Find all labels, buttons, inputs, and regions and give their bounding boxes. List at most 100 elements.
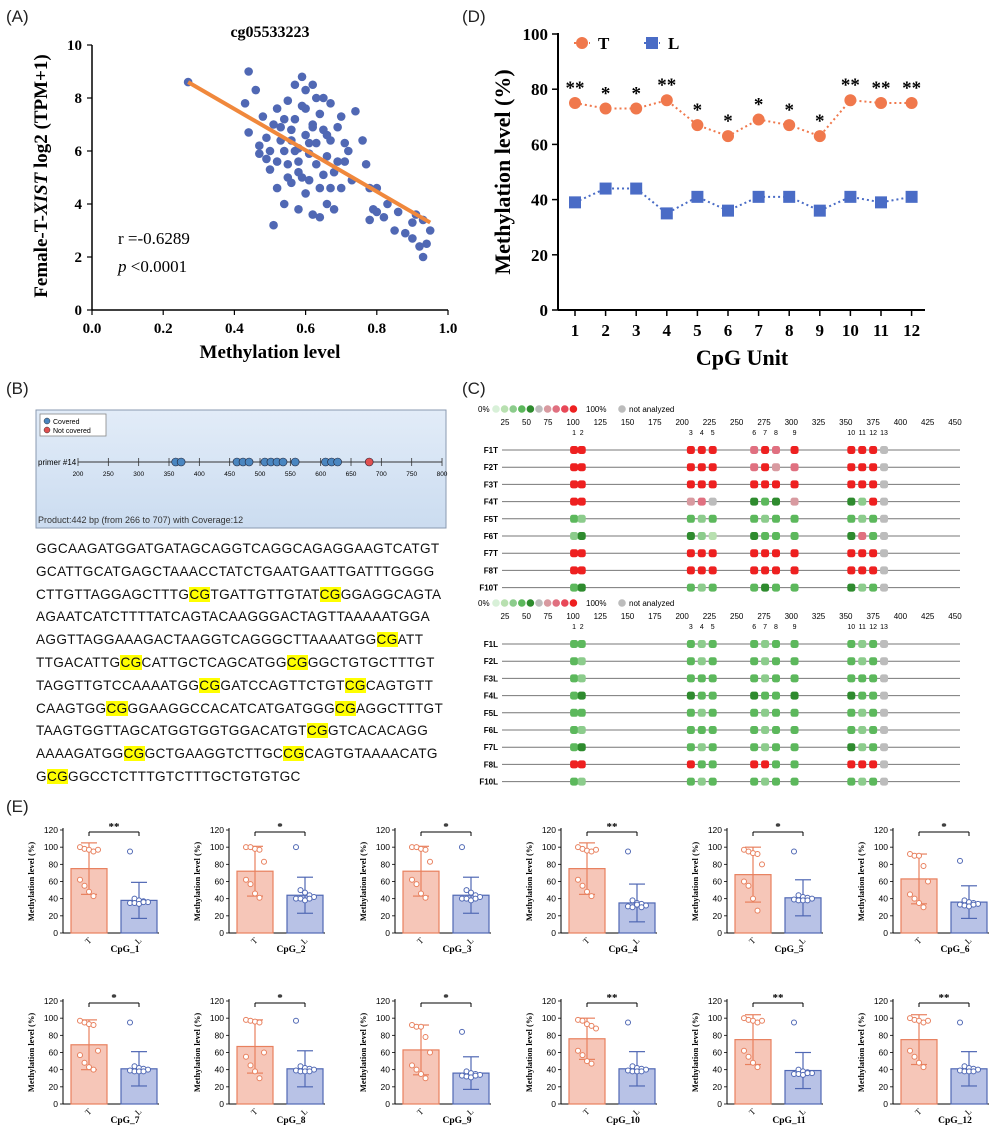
data-point bbox=[262, 133, 271, 143]
methylation-cell bbox=[858, 726, 867, 734]
data-point bbox=[638, 904, 645, 911]
sequence-segment: GGCTGTGCTTTGT bbox=[307, 654, 435, 670]
methylation-cell bbox=[847, 514, 856, 523]
legend-end-label: 100% bbox=[586, 405, 606, 414]
data-point bbox=[916, 852, 922, 859]
sample-label: F10T bbox=[479, 584, 498, 593]
sample-label: F4T bbox=[484, 498, 498, 507]
subplot-label: CpG_3 bbox=[442, 945, 471, 955]
data-point bbox=[425, 226, 435, 235]
data-point bbox=[920, 904, 927, 911]
y-tick-label: 60 bbox=[49, 877, 59, 887]
y-tick-label: 120 bbox=[376, 825, 390, 835]
legend-marker bbox=[646, 37, 658, 49]
tick-label: 750 bbox=[406, 471, 417, 478]
methylation-cell bbox=[570, 463, 579, 472]
data-point bbox=[269, 220, 278, 230]
methylation-cell bbox=[570, 743, 579, 752]
methylation-cell bbox=[686, 760, 695, 769]
y-tick-label: 0 bbox=[53, 928, 58, 938]
methylation-cell bbox=[790, 583, 799, 592]
sequence-line: GCGGGCCTCTTTGTCTTTGCTGTGTGC bbox=[36, 766, 476, 789]
data-point bbox=[752, 113, 765, 126]
sequence-segment: AGGTTAGGAAAGACTAAGGTCAGGGCTTAAAATGG bbox=[36, 632, 377, 648]
data-point bbox=[638, 1068, 645, 1075]
dna-sequence: GGCAAGATGGATGATAGCAGGTCAGGCAGAGGAAGTCATG… bbox=[36, 538, 476, 789]
tick-label: 300 bbox=[133, 471, 144, 478]
methylation-cell bbox=[772, 463, 781, 472]
methylation-cell bbox=[708, 657, 717, 666]
y-tick-label: 100 bbox=[542, 1013, 556, 1023]
methylation-cell bbox=[761, 480, 770, 489]
methylation-cell bbox=[761, 583, 770, 592]
data-point bbox=[301, 85, 310, 95]
methylation-cell bbox=[697, 497, 706, 506]
position-tick-label: 400 bbox=[894, 418, 908, 427]
methylation-cell bbox=[772, 514, 781, 523]
data-point bbox=[844, 94, 857, 107]
x-tick-label: T bbox=[747, 935, 758, 946]
legend-swatch bbox=[492, 405, 500, 413]
data-point bbox=[252, 1068, 258, 1075]
methylation-cell bbox=[570, 583, 579, 592]
data-point bbox=[311, 159, 321, 169]
methylation-cell bbox=[858, 760, 867, 769]
methylation-cell bbox=[686, 497, 695, 506]
y-tick-label: 80 bbox=[49, 1030, 59, 1040]
y-axis-label-prefix: Female-T- bbox=[31, 215, 52, 298]
methylation-cell bbox=[790, 674, 799, 683]
sequence-segment: AGAATCATCTTTTATCAGTACAAGGGACTAGTTAAAAATG… bbox=[36, 609, 431, 625]
tick-label: 450 bbox=[224, 471, 235, 478]
y-axis-label: Methylation level (%) bbox=[26, 1013, 36, 1092]
methylation-cell bbox=[869, 566, 878, 575]
methylation-cell bbox=[570, 726, 579, 734]
panel-label-d: (D) bbox=[462, 7, 486, 26]
y-tick-label: 40 bbox=[215, 1065, 225, 1075]
legend-swatch bbox=[535, 599, 543, 607]
panel-label-b: (B) bbox=[6, 379, 29, 398]
methylation-cell bbox=[761, 640, 770, 648]
methylation-cell bbox=[847, 743, 856, 752]
significance-label: ** bbox=[109, 821, 121, 833]
sequence-segment: GGCAAGATGGATGATAGCAGGTCAGGCAGAGGAAGTCATG… bbox=[36, 541, 440, 556]
tick-label: 550 bbox=[285, 471, 296, 478]
y-tick-label: 120 bbox=[210, 825, 224, 835]
panel-label-a: (A) bbox=[6, 7, 29, 26]
x-tick-label: L bbox=[465, 935, 476, 946]
data-point bbox=[750, 895, 756, 902]
y-tick-label: 120 bbox=[542, 825, 556, 835]
data-point bbox=[308, 210, 318, 219]
position-tick-label: 400 bbox=[894, 612, 908, 621]
y-tick-label: 40 bbox=[713, 894, 723, 904]
data-point bbox=[584, 1058, 590, 1065]
bar-subplot: 0 20 40 60 80 100 120 Methylation level (%) T L * C… bbox=[358, 821, 491, 955]
methylation-cell bbox=[750, 760, 759, 769]
x-tick-label: 0.8 bbox=[367, 321, 386, 337]
significance-label: * bbox=[631, 84, 641, 105]
data-point bbox=[255, 149, 264, 158]
methylation-cell bbox=[858, 532, 867, 540]
y-tick-label: 80 bbox=[547, 859, 557, 869]
data-point bbox=[783, 190, 796, 203]
bar-subplot: 0 20 40 60 80 100 120 Methylation level (%) T L * C… bbox=[192, 992, 325, 1126]
data-point bbox=[409, 1062, 415, 1069]
position-tick-label: 250 bbox=[730, 612, 744, 621]
methylation-cell bbox=[686, 743, 695, 752]
data-point bbox=[409, 876, 415, 883]
methylation-cell bbox=[697, 674, 706, 683]
significance-label: * bbox=[111, 992, 117, 1004]
pvalue-value: <0.0001 bbox=[127, 257, 188, 276]
x-tick-label: 2 bbox=[601, 321, 610, 340]
methylation-cell bbox=[577, 777, 586, 786]
product-text: Product:442 bp (from 266 to 707) with Co… bbox=[38, 515, 243, 525]
y-tick-label: 0 bbox=[219, 1099, 224, 1109]
data-point bbox=[308, 80, 318, 90]
methylation-cell bbox=[858, 463, 867, 472]
y-tick-label: 20 bbox=[713, 1082, 723, 1092]
y-tick-label: 100 bbox=[708, 1013, 722, 1023]
y-tick-label: 40 bbox=[215, 894, 225, 904]
not-covered-legend-icon bbox=[43, 426, 51, 434]
methylation-cell bbox=[880, 760, 889, 769]
data-point bbox=[315, 212, 325, 222]
